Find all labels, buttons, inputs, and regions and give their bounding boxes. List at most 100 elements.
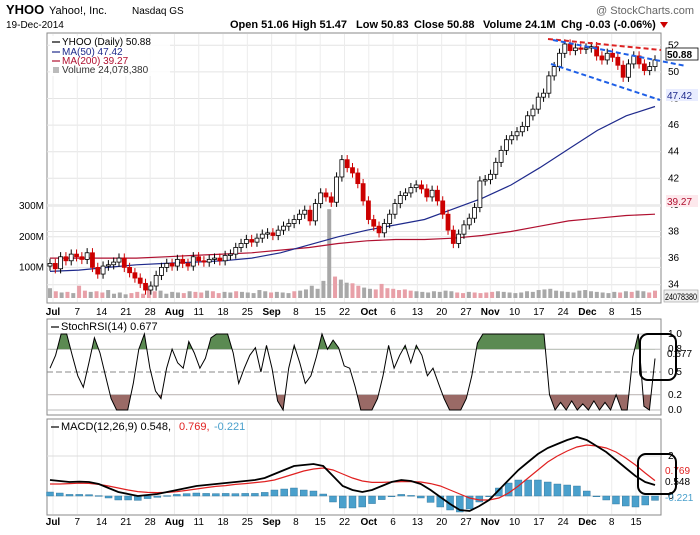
x-tick-label: 28: [145, 307, 157, 318]
volume-bar: [356, 285, 361, 298]
candle-body: [100, 265, 106, 275]
candle-body: [371, 219, 377, 227]
volume-bar: [379, 283, 384, 298]
volume-bar: [100, 292, 105, 298]
ma50-line: [49, 105, 656, 272]
candle-body: [323, 192, 329, 198]
ma50-last-label: 47.42: [667, 91, 692, 102]
candle-body: [265, 232, 270, 235]
volume-bar: [373, 289, 378, 298]
candle-body: [541, 92, 546, 98]
candle-body: [302, 209, 308, 215]
candle-body: [132, 272, 138, 279]
candle-body: [366, 200, 371, 220]
candle-body: [546, 75, 552, 94]
volume-bar: [269, 292, 274, 298]
volume-bar: [472, 292, 477, 298]
candle-body: [111, 261, 117, 266]
low-value: Low 50.83: [356, 19, 409, 31]
macd-histogram-bar: [65, 494, 74, 497]
price-last-box: [665, 47, 699, 61]
volume-bar: [571, 292, 576, 298]
volume-bar: [653, 290, 657, 298]
macd-histogram-bar: [319, 493, 327, 497]
macd-histogram-bar: [46, 491, 54, 497]
volume-bar: [181, 293, 186, 298]
volume-bar: [251, 293, 256, 298]
candle-body: [647, 66, 653, 71]
candle-body: [159, 267, 164, 276]
volume-bar: [59, 292, 64, 298]
candle-body: [424, 188, 430, 198]
candle-body: [493, 161, 499, 175]
x-tick-label: Oct: [360, 307, 377, 318]
volume-bar: [71, 293, 76, 298]
date-label: 19-Dec-2014: [6, 20, 64, 31]
macd-histogram-bar: [270, 489, 279, 497]
candle-body: [217, 257, 223, 262]
candle-body: [615, 56, 621, 66]
x-tick-label: Aug: [165, 307, 184, 318]
open-value: Open 51.06: [230, 19, 289, 31]
candle-body: [286, 223, 292, 227]
candle-body: [297, 213, 302, 220]
volume-bar: [239, 291, 244, 298]
volume-bar: [77, 285, 82, 298]
volume-bar: [437, 291, 442, 298]
rsi-layer: [49, 332, 656, 412]
x-tick-label: 6: [390, 307, 396, 318]
credit-text: @ StockCharts.com: [596, 5, 694, 17]
candle-body: [530, 108, 536, 117]
x-tick-label: 18: [217, 517, 229, 528]
candle-body: [127, 267, 133, 274]
candle-body: [488, 173, 493, 181]
x-tick-label: 22: [339, 307, 351, 318]
candle-body: [610, 52, 615, 58]
x-tick-label: 7: [75, 517, 81, 528]
volume-bar: [228, 292, 233, 298]
macd-histogram-bar: [329, 495, 337, 503]
volume-bar: [501, 291, 506, 298]
x-tick-label: 22: [339, 517, 351, 528]
volume-bar: [187, 291, 192, 298]
volume-bar: [106, 290, 111, 298]
volume-bar: [65, 291, 70, 298]
macd-signal-line: [50, 444, 656, 501]
macd-layer: [46, 436, 659, 513]
candle-body: [318, 192, 324, 204]
x-tick-label: 20: [436, 307, 448, 318]
x-tick-label: Aug: [165, 517, 184, 528]
x-tick-label: 8: [609, 307, 615, 318]
volume-value: Volume 24.1M: [483, 19, 556, 31]
candle-layer: [47, 39, 658, 295]
candle-body: [281, 225, 286, 231]
volume-bar: [461, 293, 466, 298]
macd-histogram-bar: [300, 489, 308, 497]
candle-body: [482, 179, 488, 182]
price-last-label: 50.88: [667, 50, 692, 61]
volume-bar: [536, 290, 541, 298]
volume-bar: [123, 294, 128, 298]
volume-bar: [455, 292, 460, 298]
macd-histogram-bar: [358, 495, 366, 508]
macd-histogram-bar: [104, 495, 113, 499]
candle-body: [238, 243, 244, 248]
candle-body: [620, 64, 626, 78]
macd-histogram-bar: [407, 495, 415, 497]
volume-bar: [257, 290, 262, 298]
volume-bar: [321, 280, 326, 298]
macd-histogram-bar: [260, 492, 269, 497]
candle-body: [477, 180, 483, 208]
volume-bar: [484, 292, 489, 298]
macd-histogram-bar: [417, 495, 425, 499]
price-legend: YHOO (Daily) 50.88: [62, 37, 151, 48]
volume-bar: [152, 291, 157, 298]
volume-bar: [391, 288, 396, 298]
macd-tick-label: 0: [668, 491, 674, 502]
macd-histogram-bar: [221, 493, 230, 497]
candle-body: [551, 66, 557, 77]
candle-body: [137, 277, 143, 284]
volume-bar: [280, 292, 285, 298]
macd-histogram-bar: [143, 495, 152, 499]
